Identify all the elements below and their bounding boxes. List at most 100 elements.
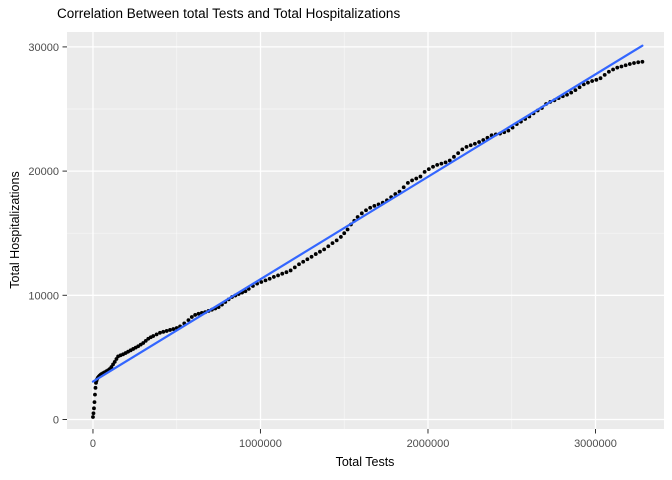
data-point [292,265,297,270]
data-point [372,203,377,208]
x-tick-label: 2000000 [407,438,450,450]
data-point [368,205,373,210]
y-tick-label: 20000 [28,166,59,178]
data-point [271,275,276,279]
data-point [151,334,156,338]
data-point [158,330,162,335]
y-tick-label: 10000 [28,290,59,302]
data-point [414,176,419,181]
data-point [468,143,473,148]
x-tick-label: 3000000 [574,438,617,450]
data-point [586,80,590,85]
data-point [164,329,169,333]
data-point [447,158,452,163]
data-point [334,238,339,243]
data-point [435,162,440,167]
data-point [112,359,117,364]
data-point [93,385,98,390]
data-point [154,332,159,337]
data-point [602,72,607,77]
data-point [565,92,569,97]
data-point [594,77,599,82]
data-point [280,271,285,276]
data-point [477,140,481,144]
data-point [426,167,431,172]
data-point [297,262,301,267]
data-point [305,257,310,262]
data-point [326,244,331,249]
data-point [318,249,322,254]
data-point [439,161,444,166]
data-point [410,178,414,183]
data-point [506,128,511,133]
data-point [259,280,264,284]
data-point [267,276,272,281]
data-point [443,160,448,165]
data-point [143,338,148,343]
data-point [171,327,176,331]
data-point [193,313,198,317]
data-point [464,144,469,149]
data-point [623,63,628,68]
data-point [196,311,201,316]
data-point [322,247,327,252]
data-point [263,278,268,283]
data-point [619,64,624,69]
data-point [590,79,595,83]
data-point [284,270,289,275]
data-point [577,85,582,90]
data-point [345,227,350,232]
data-point [581,82,586,87]
data-point [301,259,306,264]
data-point [456,151,461,155]
chart-title: Correlation Between total Tests and Tota… [57,6,401,21]
data-point [92,400,97,405]
data-point [615,65,620,70]
data-point [606,69,611,74]
data-point [405,181,410,185]
data-point [288,268,293,273]
data-point [92,406,96,411]
data-point [481,138,486,142]
data-point [161,329,166,334]
data-point [460,147,465,152]
data-point [276,273,280,278]
data-point [313,252,318,256]
data-point [569,90,574,95]
data-point [330,241,335,246]
data-point [401,185,406,190]
data-point [573,88,578,93]
x-tick-label: 0 [90,438,96,450]
data-point [364,208,368,213]
x-tick-label: 1000000 [239,438,282,450]
data-point [611,67,615,72]
data-point [422,169,427,174]
data-point [168,328,172,332]
data-point [636,60,641,65]
x-axis-title: Total Tests [335,455,395,469]
data-point [627,62,632,66]
panel-background [67,32,664,429]
data-point [632,61,636,65]
data-point [141,341,146,345]
y-tick-label: 0 [53,414,59,426]
data-point [109,365,114,369]
data-point [342,231,347,236]
data-point [189,315,194,319]
y-axis-title: Total Hospitalizations [8,171,22,289]
data-point [91,411,96,416]
data-point [598,76,603,81]
data-point [431,164,435,169]
trend-line [91,44,644,383]
data-point [640,59,645,64]
data-point [472,141,477,146]
data-point [452,154,456,159]
y-tick-label: 30000 [28,42,59,54]
data-point [186,318,191,323]
data-point [418,174,423,179]
data-point [91,415,95,419]
data-point [338,235,343,239]
data-point [309,254,314,259]
